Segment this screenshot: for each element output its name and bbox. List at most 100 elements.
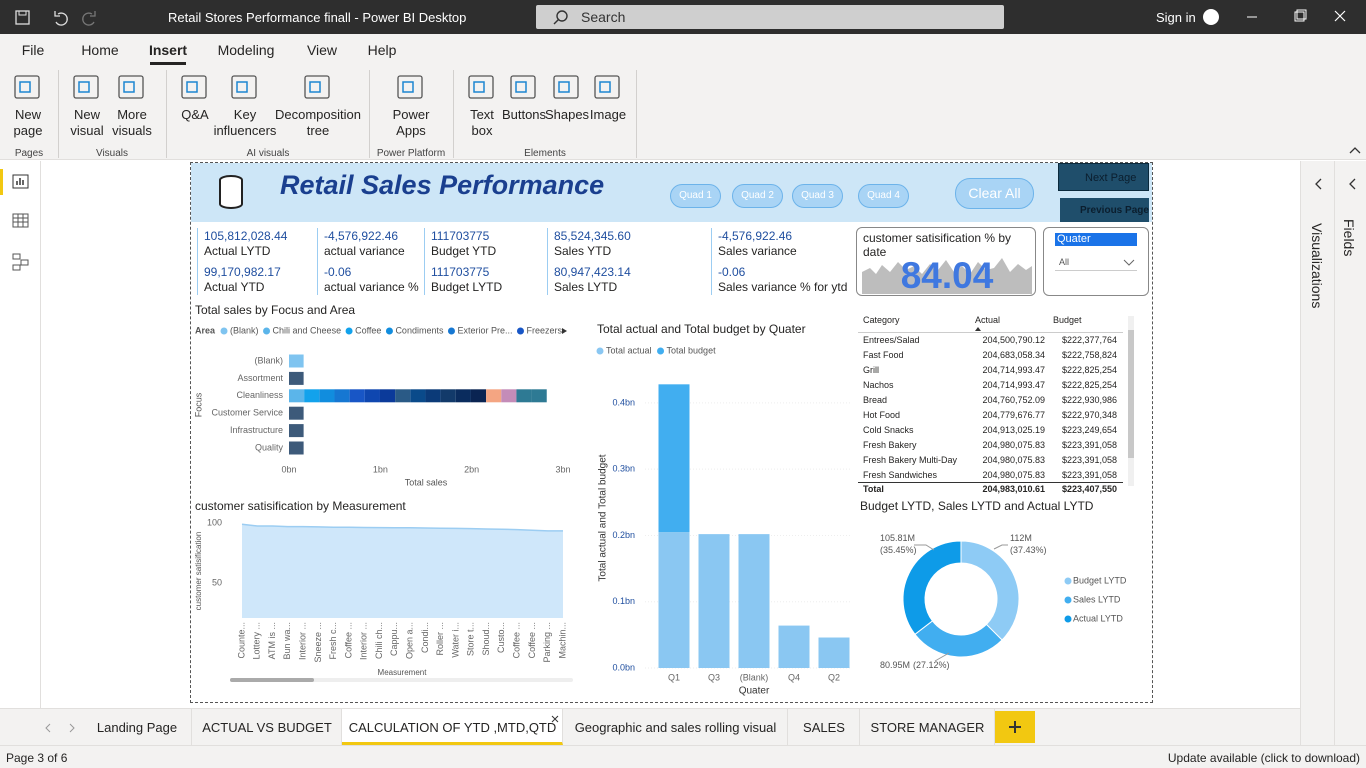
scrollbar-thumb[interactable] — [230, 678, 314, 682]
icon-accent — [515, 81, 527, 93]
menu-item[interactable]: Insert — [148, 42, 188, 58]
page-tab[interactable]: Landing Page — [82, 709, 192, 745]
slicer-value: All — [1059, 257, 1070, 267]
x-tick-label: (Blank) — [740, 672, 769, 682]
kpi-label: Actual LYTD — [204, 244, 271, 258]
legend-label: Total actual — [606, 345, 652, 355]
ribbon-group-label: Power Platform — [376, 148, 446, 159]
table-cell: Fresh Bakery — [863, 440, 917, 450]
next-page-button[interactable]: Next Page — [1058, 163, 1149, 191]
menu-item[interactable]: Modeling — [217, 42, 275, 58]
tab-bar — [0, 708, 1300, 745]
bar-segment — [319, 389, 335, 403]
bar — [738, 534, 770, 668]
ribbon-group-label: AI visuals — [246, 148, 290, 159]
legend-dot — [447, 327, 455, 335]
quick-access[interactable] — [14, 9, 104, 27]
legend-more[interactable] — [562, 328, 567, 334]
table-cell: 204,779,676.77 — [982, 410, 1045, 420]
ribbon-button[interactable]: Decomposition tree — [273, 70, 363, 146]
sign-in[interactable]: Sign in — [1156, 10, 1196, 25]
previous-page-button[interactable]: Previous Page — [1060, 198, 1149, 222]
y-tick-label: 50 — [212, 578, 222, 588]
title-bar: Retail Stores Performance finall - Power… — [0, 0, 1366, 34]
ribbon-label: New page — [13, 107, 43, 138]
kpi-value: 80,947,423.14 — [554, 265, 631, 279]
legend-label: Condiments — [395, 325, 444, 335]
ribbon-button[interactable]: Text box — [437, 70, 527, 146]
menu-item[interactable]: Help — [367, 42, 397, 58]
data-view[interactable] — [12, 213, 30, 229]
icon-shape — [468, 75, 494, 99]
kpi-label: Actual YTD — [204, 280, 265, 294]
update-notice[interactable]: Update available (click to download) — [1167, 751, 1360, 765]
slicer-dropdown[interactable]: All — [1055, 253, 1137, 271]
window-controls[interactable] — [1240, 8, 1360, 26]
x-tick-label: Q4 — [788, 672, 800, 682]
ribbon-icon — [304, 75, 330, 99]
add-page[interactable] — [995, 711, 1035, 743]
bar — [658, 532, 690, 668]
clear-all-button[interactable]: Clear All — [955, 178, 1034, 209]
legend-dot — [345, 327, 353, 335]
table-cell: 204,714,993.47 — [982, 365, 1045, 375]
ribbon-button[interactable]: Q&A — [150, 70, 240, 146]
page-tab[interactable]: SALES — [788, 709, 860, 745]
avatar[interactable] — [1203, 9, 1219, 25]
table-cell: $223,391,058 — [1061, 470, 1117, 480]
x-tick-label: Custo... — [496, 622, 506, 653]
quad-button[interactable]: Quad 2 — [732, 184, 783, 208]
ribbon-label: Key influencers — [213, 107, 277, 138]
bar-segment — [334, 389, 350, 403]
ribbon-group-label: Visuals — [95, 148, 129, 159]
data-label: 80.95M (27.12%) — [880, 660, 950, 670]
quad-button[interactable]: Quad 4 — [858, 184, 909, 208]
ribbon-button[interactable]: New page — [0, 70, 73, 146]
search-box[interactable]: Search — [536, 5, 1004, 29]
ribbon-label: Q&A — [181, 107, 209, 122]
table-cell: $222,377,764 — [1061, 335, 1117, 345]
report-view[interactable] — [12, 174, 30, 190]
icon-shape — [14, 75, 40, 99]
y-tick-label: Quality — [255, 442, 284, 452]
ribbon-button[interactable]: Key influencers — [200, 70, 290, 146]
bar — [698, 534, 730, 668]
data-label: 105.81M (35.45%) — [880, 533, 917, 555]
page-tab[interactable]: STORE MANAGER — [860, 709, 995, 745]
status-bar: Page 3 of 6 Update available (click to d… — [0, 745, 1366, 768]
kpi-value: 105,812,028.44 — [204, 229, 288, 243]
table-header: Category — [863, 315, 900, 325]
tab-scroll[interactable] — [42, 722, 78, 734]
table-cell: Entrees/Salad — [863, 335, 920, 345]
page-tab[interactable]: ACTUAL VS BUDGET — [192, 709, 342, 745]
legend-dot — [657, 347, 665, 355]
icon-shape — [510, 75, 536, 99]
ribbon-button[interactable]: Shapes — [522, 70, 612, 146]
ribbon-button[interactable]: Buttons — [479, 70, 569, 146]
menu-item[interactable]: Home — [81, 42, 119, 58]
quad-button[interactable]: Quad 3 — [792, 184, 843, 208]
ribbon-button[interactable]: New visual — [42, 70, 132, 146]
page-tab[interactable]: Geographic and sales rolling visual — [563, 709, 788, 745]
ribbon-label: Power Apps — [392, 107, 430, 138]
kpi-label: Sales variance — [718, 244, 797, 258]
icon-shape — [397, 75, 423, 99]
table-cell: Fast Food — [863, 350, 904, 360]
y-tick-label: 0.1bn — [612, 596, 635, 606]
ribbon-button[interactable]: Power Apps — [366, 70, 456, 146]
table-cell: $223,391,058 — [1061, 455, 1117, 465]
quad-button[interactable]: Quad 1 — [670, 184, 721, 208]
model-view[interactable] — [12, 253, 30, 271]
kpi-value: 99,170,982.17 — [204, 265, 281, 279]
collapse-ribbon[interactable] — [1348, 144, 1362, 156]
bar — [658, 384, 690, 533]
menu-item[interactable]: View — [306, 42, 338, 58]
icon-accent — [558, 81, 570, 93]
ribbon-button[interactable]: More visuals — [87, 70, 177, 146]
y-tick-label: 100 — [207, 517, 222, 527]
menu-item[interactable]: File — [21, 42, 45, 58]
page-tab[interactable]: CALCULATION OF YTD ,MTD,QTD — [342, 709, 563, 745]
ribbon-button[interactable]: Image — [563, 70, 653, 146]
pane-expanders[interactable] — [1311, 177, 1361, 191]
